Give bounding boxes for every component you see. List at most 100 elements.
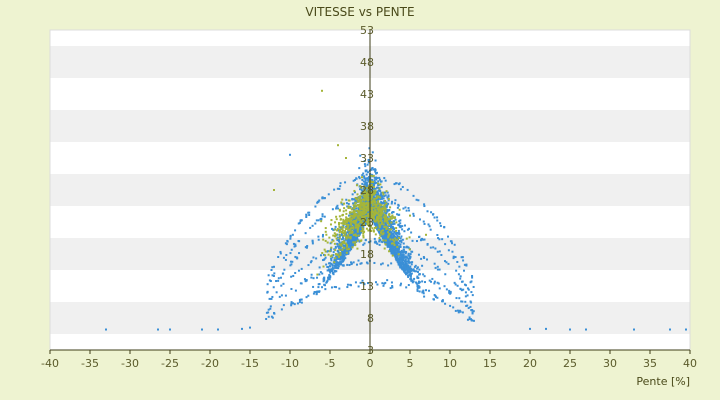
blue-point	[374, 168, 377, 171]
blue-point	[403, 250, 406, 253]
green-point	[379, 234, 382, 237]
blue-point	[382, 218, 385, 221]
blue-point	[443, 285, 446, 288]
blue-point	[340, 262, 343, 265]
blue-point	[376, 177, 379, 180]
blue-point	[370, 189, 373, 192]
blue-point	[461, 311, 464, 314]
blue-point	[372, 208, 375, 211]
green-point	[391, 217, 394, 220]
blue-point	[351, 219, 354, 222]
blue-point	[356, 237, 359, 240]
blue-point	[416, 270, 419, 273]
blue-point	[312, 277, 315, 280]
blue-point	[423, 222, 426, 225]
blue-point	[398, 253, 401, 256]
green-point	[363, 194, 366, 197]
blue-point	[399, 263, 402, 266]
y-tick-label: 38	[360, 120, 374, 133]
blue-point	[334, 225, 337, 228]
green-point	[391, 238, 394, 241]
blue-point	[294, 229, 297, 232]
blue-point	[319, 254, 322, 257]
blue-point	[376, 190, 379, 193]
blue-point	[335, 261, 338, 264]
green-point	[342, 219, 345, 222]
blue-point	[373, 179, 376, 182]
blue-point	[278, 295, 281, 298]
blue-point	[456, 260, 459, 263]
blue-point	[315, 292, 318, 295]
blue-point	[341, 264, 344, 267]
blue-point	[407, 271, 410, 274]
blue-point	[377, 197, 380, 200]
blue-point	[375, 221, 378, 224]
green-point	[384, 239, 387, 242]
blue-point	[363, 163, 366, 166]
green-point	[363, 210, 366, 213]
blue-point	[405, 209, 408, 212]
green-point	[352, 241, 355, 244]
green-point	[365, 209, 368, 212]
blue-point	[426, 210, 429, 213]
blue-point	[423, 257, 426, 260]
blue-point	[450, 242, 453, 245]
blue-point	[405, 250, 408, 253]
blue-point	[453, 281, 456, 284]
green-point	[342, 232, 345, 235]
green-point	[391, 254, 394, 257]
green-point	[349, 217, 352, 220]
blue-point	[545, 327, 547, 330]
blue-point	[350, 248, 353, 251]
blue-point	[334, 264, 337, 267]
green-point	[347, 229, 350, 232]
green-point	[349, 220, 352, 223]
blue-point	[321, 235, 324, 238]
blue-point	[272, 286, 275, 289]
green-point	[329, 223, 332, 226]
blue-point	[241, 327, 243, 330]
green-point	[361, 198, 364, 201]
blue-point	[357, 285, 360, 288]
blue-point	[353, 226, 356, 229]
blue-point	[438, 287, 441, 290]
green-point	[324, 227, 327, 230]
green-point	[330, 246, 333, 249]
blue-point	[349, 241, 352, 244]
blue-point	[387, 202, 390, 205]
green-point	[329, 255, 332, 258]
green-point	[393, 217, 396, 220]
green-point	[385, 190, 388, 193]
blue-point	[305, 279, 308, 282]
blue-point	[373, 176, 376, 179]
blue-point	[326, 269, 329, 272]
blue-point	[323, 197, 326, 200]
green-point	[343, 247, 346, 250]
blue-point	[409, 253, 412, 256]
green-point	[323, 248, 326, 251]
green-point	[384, 243, 387, 246]
blue-point	[335, 207, 338, 210]
green-point	[362, 206, 365, 209]
blue-point	[381, 241, 384, 244]
blue-point	[389, 240, 392, 243]
blue-point	[404, 262, 407, 265]
blue-point	[335, 270, 338, 273]
green-point	[354, 233, 357, 236]
green-point	[345, 217, 348, 220]
blue-point	[406, 271, 409, 274]
blue-point	[455, 297, 458, 300]
green-point	[359, 200, 362, 203]
green-point	[334, 249, 337, 252]
green-point	[365, 227, 368, 230]
blue-point	[387, 244, 390, 247]
blue-point	[304, 232, 307, 235]
blue-point	[399, 222, 402, 225]
blue-point	[336, 242, 339, 245]
blue-point	[363, 160, 366, 163]
blue-point	[398, 240, 401, 243]
blue-point	[422, 220, 425, 223]
x-tick-label: 40	[683, 357, 697, 370]
green-point	[370, 208, 373, 211]
blue-point	[359, 281, 362, 284]
